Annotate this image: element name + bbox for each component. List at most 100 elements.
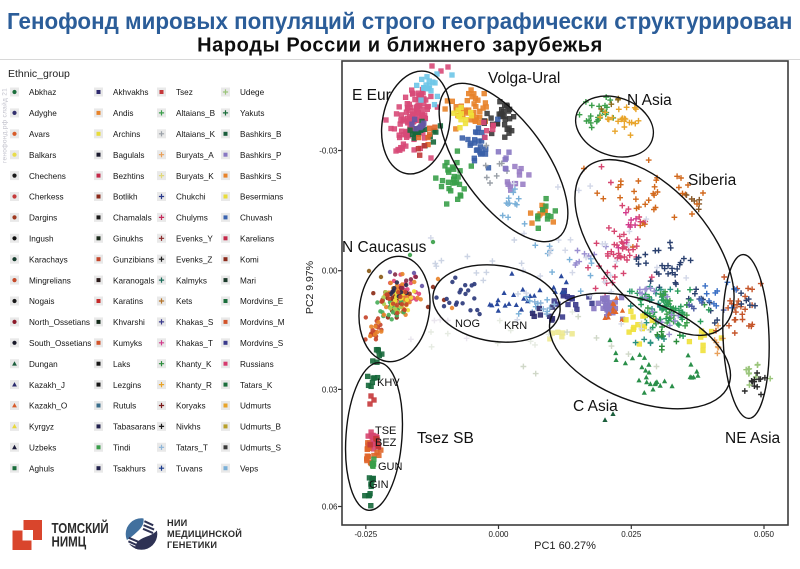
svg-text:Khakas_T: Khakas_T	[176, 339, 213, 348]
svg-text:GIN: GIN	[369, 479, 389, 491]
svg-text:0.000: 0.000	[488, 530, 509, 539]
svg-text:TSE: TSE	[375, 425, 396, 437]
svg-text:Bashkirs_B: Bashkirs_B	[240, 130, 282, 139]
svg-text:ТОМСКИЙ: ТОМСКИЙ	[52, 520, 109, 537]
svg-text:Генофонд мировых популяций стр: Генофонд мировых популяций строго геогра…	[7, 7, 792, 34]
svg-text:Nogais: Nogais	[29, 297, 55, 306]
svg-text:Tsez: Tsez	[176, 88, 193, 97]
svg-text:Tatars_K: Tatars_K	[240, 381, 273, 390]
svg-text:PC2 9.97%: PC2 9.97%	[304, 261, 316, 314]
svg-text:Tsez SB: Tsez SB	[417, 430, 474, 447]
svg-text:НИИ: НИИ	[167, 518, 187, 528]
svg-text:Kalmyks: Kalmyks	[176, 276, 207, 285]
svg-text:North_Ossetians: North_Ossetians	[29, 318, 90, 327]
svg-text:Adyghe: Adyghe	[29, 109, 57, 118]
svg-text:Chulyms: Chulyms	[176, 214, 208, 223]
svg-text:Mingrelians: Mingrelians	[29, 276, 71, 285]
svg-text:Rutuls: Rutuls	[113, 402, 136, 411]
svg-text:Evenks_Y: Evenks_Y	[176, 235, 213, 244]
svg-text:Altaians_K: Altaians_K	[176, 130, 216, 139]
svg-text:NOG: NOG	[455, 318, 480, 330]
svg-text:Russians: Russians	[240, 360, 274, 369]
svg-text:-0.03: -0.03	[319, 147, 338, 156]
svg-text:Nivkhs: Nivkhs	[176, 423, 201, 432]
svg-text:Khvarshi: Khvarshi	[113, 318, 145, 327]
svg-text:C Asia: C Asia	[573, 398, 618, 415]
svg-text:Mordvins_S: Mordvins_S	[240, 339, 284, 348]
svg-text:Karelians: Karelians	[240, 235, 274, 244]
svg-text:ГЕНЕТИКИ: ГЕНЕТИКИ	[167, 540, 217, 550]
svg-text:Siberia: Siberia	[688, 172, 737, 189]
svg-text:Udmurts_B: Udmurts_B	[240, 423, 281, 432]
svg-text:Dungan: Dungan	[29, 360, 58, 369]
svg-text:Mordvins_E: Mordvins_E	[240, 297, 284, 306]
svg-text:Gunzibians: Gunzibians	[113, 255, 154, 264]
svg-text:Khanty_K: Khanty_K	[176, 360, 212, 369]
svg-text:Chuvash: Chuvash	[240, 214, 273, 223]
svg-text:Bezhtins: Bezhtins	[113, 172, 144, 181]
svg-text:Ginukhs: Ginukhs	[113, 235, 143, 244]
svg-text:МЕДИЦИНСКОЙ: МЕДИЦИНСКОЙ	[167, 528, 242, 539]
svg-text:Buryats_A: Buryats_A	[176, 151, 214, 160]
svg-text:0.03: 0.03	[322, 385, 338, 394]
svg-text:Botlikh: Botlikh	[113, 193, 138, 202]
svg-text:0.025: 0.025	[621, 530, 642, 539]
svg-text:Tabasarans: Tabasarans	[113, 423, 155, 432]
svg-text:0.050: 0.050	[754, 530, 775, 539]
svg-text:Koryaks: Koryaks	[176, 402, 206, 411]
svg-text:Khakas_S: Khakas_S	[176, 318, 214, 327]
svg-text:GUN: GUN	[378, 461, 403, 473]
svg-text:Andis: Andis	[113, 109, 133, 118]
svg-text:Ethnic_group: Ethnic_group	[8, 68, 70, 80]
svg-text:PC1 60.27%: PC1 60.27%	[534, 540, 596, 552]
svg-text:Udege: Udege	[240, 88, 265, 97]
svg-text:Uzbeks: Uzbeks	[29, 444, 56, 453]
svg-text:NE Asia: NE Asia	[725, 430, 781, 447]
svg-text:South_Ossetians: South_Ossetians	[29, 339, 91, 348]
svg-text:Udmurts: Udmurts	[240, 402, 271, 411]
svg-text:Bagulals: Bagulals	[113, 151, 144, 160]
svg-text:0.06: 0.06	[322, 503, 338, 512]
svg-text:KRN: KRN	[504, 320, 527, 332]
svg-text:Balkars: Balkars	[29, 151, 56, 160]
svg-text:Bashkirs_P: Bashkirs_P	[240, 151, 282, 160]
svg-text:-0.025: -0.025	[354, 530, 377, 539]
svg-text:Volga-Ural: Volga-Ural	[488, 70, 560, 87]
svg-text:Chamalals: Chamalals	[113, 214, 152, 223]
svg-text:НИМЦ: НИМЦ	[52, 533, 87, 550]
svg-text:Kumyks: Kumyks	[113, 339, 142, 348]
svg-text:Veps: Veps	[240, 464, 258, 473]
svg-text:KHV: KHV	[377, 377, 400, 389]
svg-text:Kazakh_J: Kazakh_J	[29, 381, 65, 390]
svg-text:Kets: Kets	[176, 297, 192, 306]
svg-text:N Caucasus: N Caucasus	[342, 239, 427, 256]
svg-text:Chechens: Chechens	[29, 172, 66, 181]
svg-text:BEZ: BEZ	[375, 437, 397, 449]
svg-text:Народы России и ближнего заруб: Народы России и ближнего зарубежья	[197, 35, 603, 57]
svg-text:Cherkess: Cherkess	[29, 193, 64, 202]
svg-text:Kazakh_O: Kazakh_O	[29, 402, 67, 411]
svg-text:Evenks_Z: Evenks_Z	[176, 255, 212, 264]
svg-text:Tatars_T: Tatars_T	[176, 444, 208, 453]
svg-text:Bashkirs_S: Bashkirs_S	[240, 172, 282, 181]
svg-text:Abkhaz: Abkhaz	[29, 88, 56, 97]
svg-text:Ingush: Ingush	[29, 235, 54, 244]
svg-text:Besermians: Besermians	[240, 193, 283, 202]
svg-text:Karanogals: Karanogals	[113, 276, 154, 285]
svg-text:Udmurts_S: Udmurts_S	[240, 444, 281, 453]
svg-text:Laks: Laks	[113, 360, 130, 369]
svg-text:Dargins: Dargins	[29, 214, 57, 223]
svg-text:Tuvans: Tuvans	[176, 464, 203, 473]
svg-text:Chukchi: Chukchi	[176, 193, 206, 202]
svg-text:Khanty_R: Khanty_R	[176, 381, 212, 390]
svg-text:Aghuls: Aghuls	[29, 464, 54, 473]
svg-text:Avars: Avars	[29, 130, 50, 139]
svg-text:Tsakhurs: Tsakhurs	[113, 464, 146, 473]
svg-text:Archins: Archins	[113, 130, 140, 139]
svg-text:Mordvins_M: Mordvins_M	[240, 318, 285, 327]
svg-text:Yakuts: Yakuts	[240, 109, 264, 118]
svg-text:Mari: Mari	[240, 276, 256, 285]
svg-text:Buryats_K: Buryats_K	[176, 172, 214, 181]
svg-text:Kyrgyz: Kyrgyz	[29, 423, 54, 432]
svg-text:Komi: Komi	[240, 255, 259, 264]
